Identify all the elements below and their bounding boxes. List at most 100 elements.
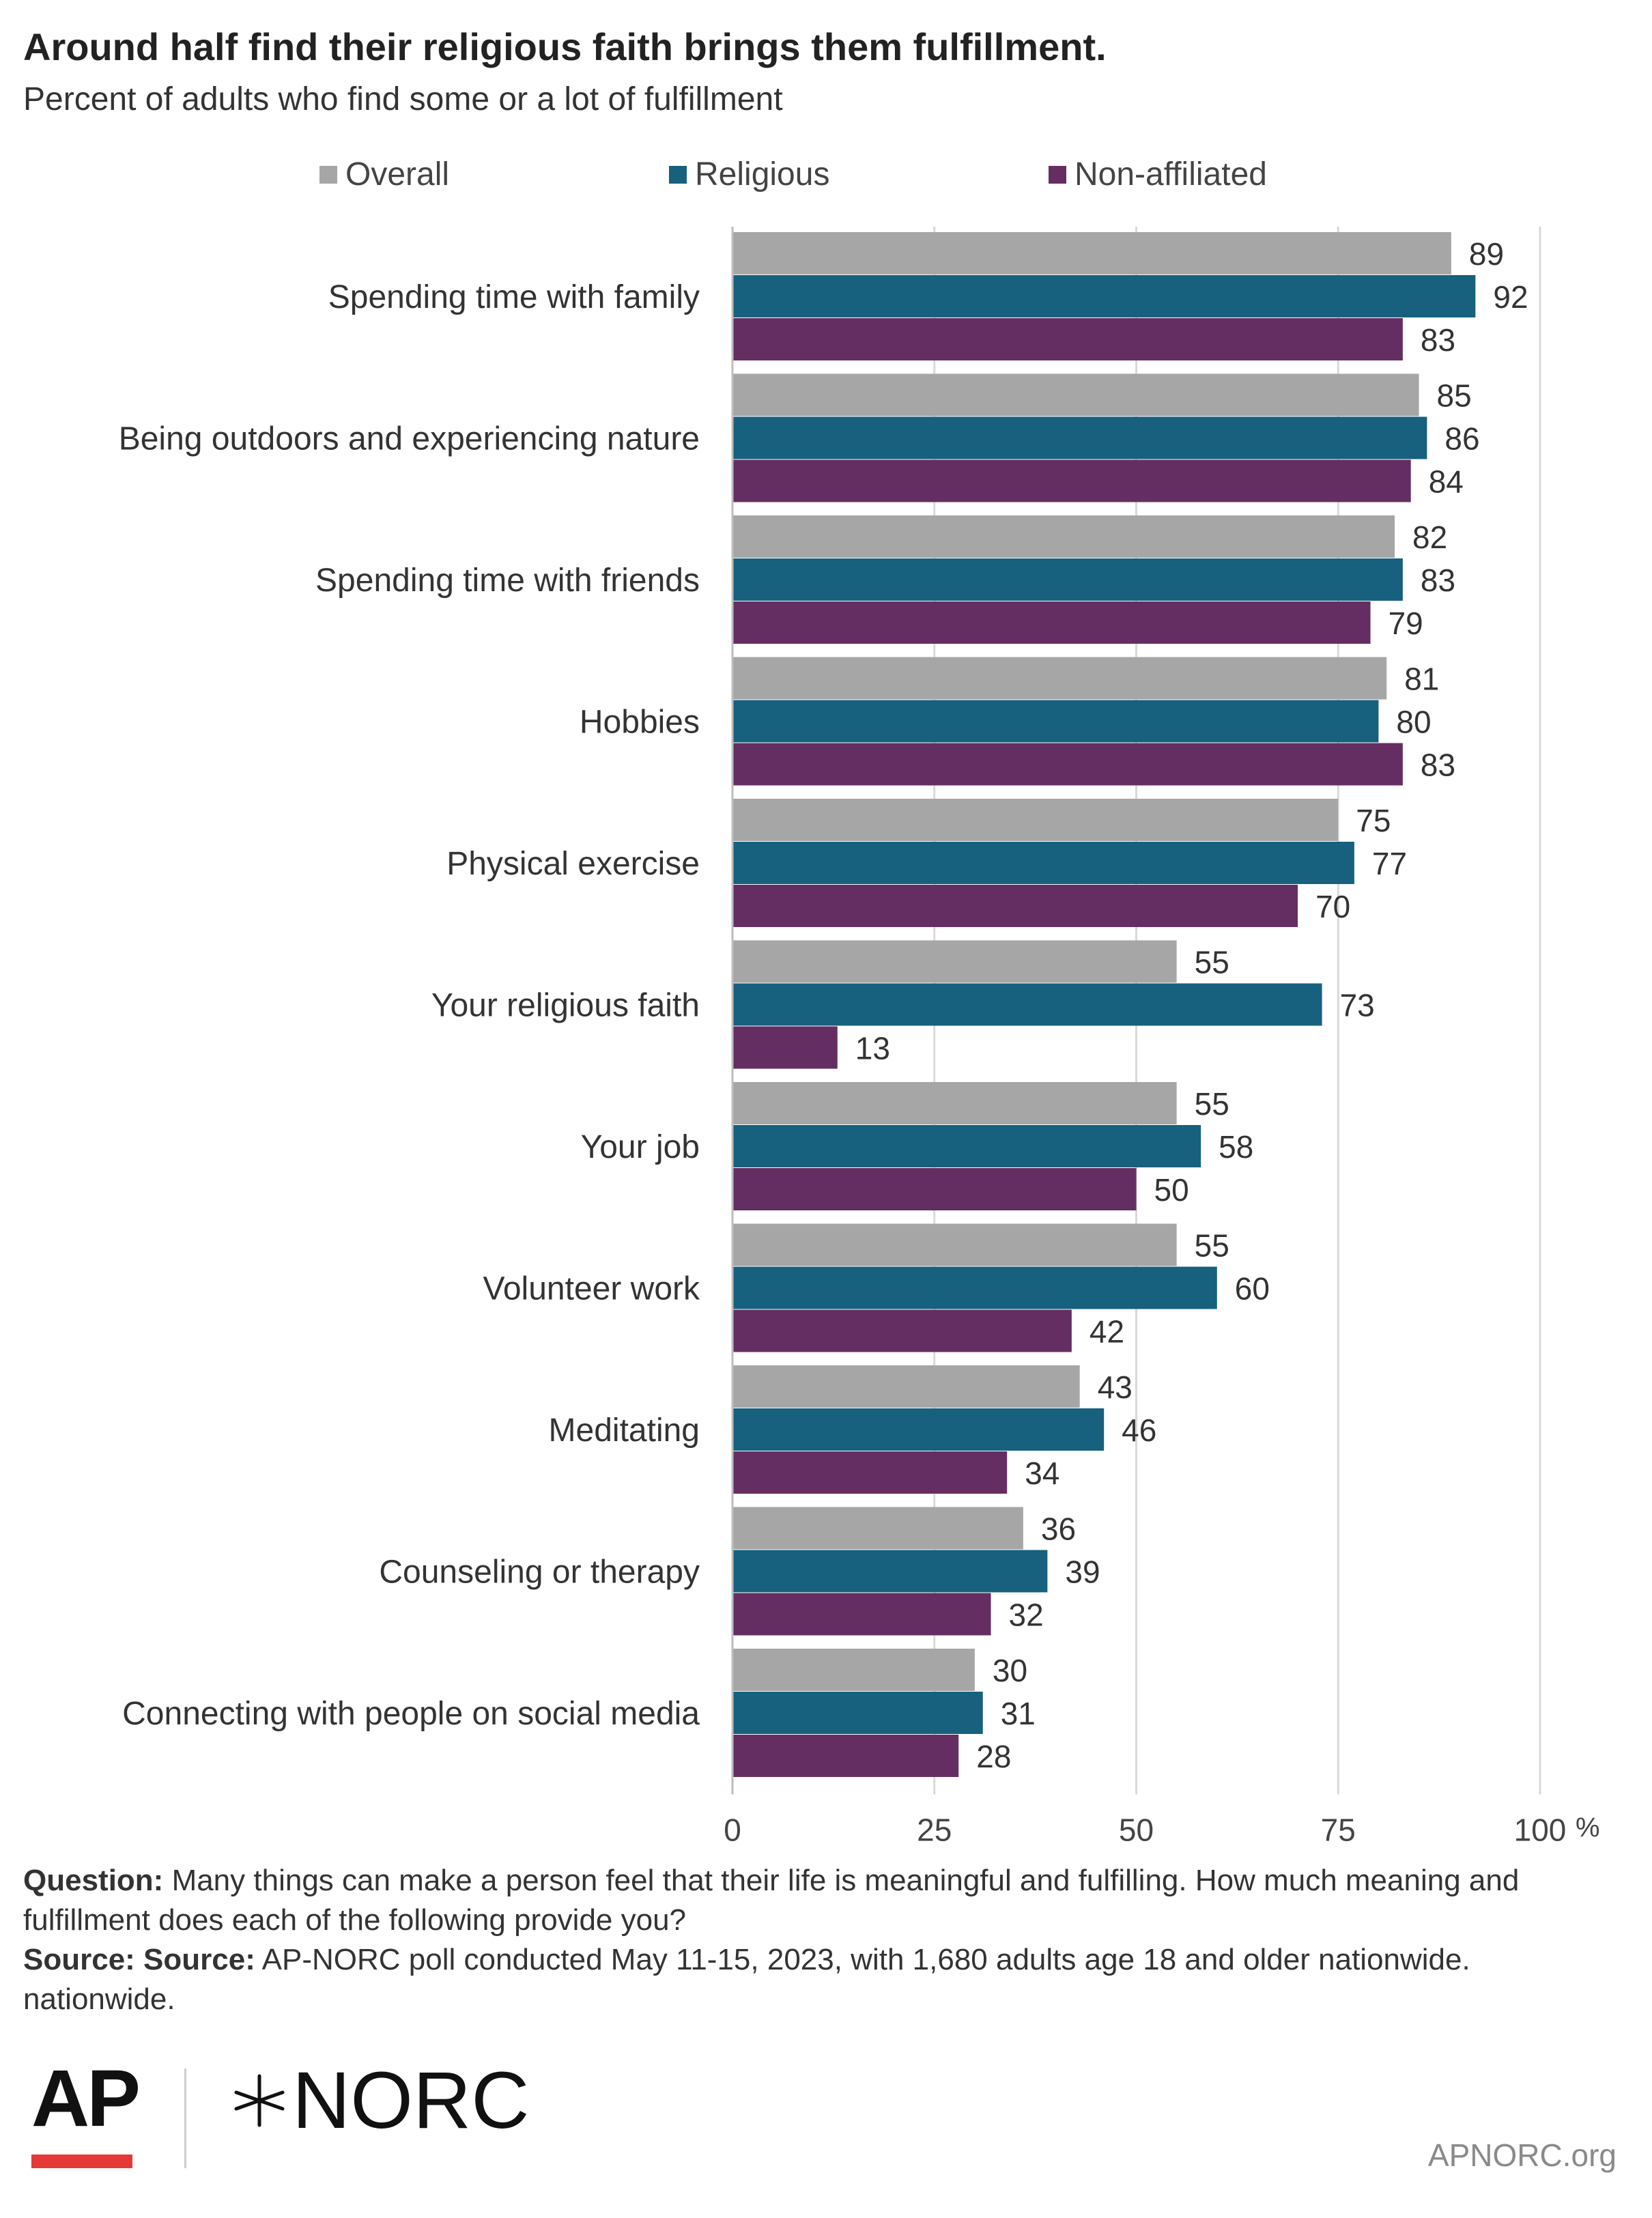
bar (732, 275, 1476, 317)
data-label: 55 (1195, 1228, 1229, 1264)
data-label: 39 (1065, 1554, 1100, 1590)
legend-item-overall: Overall (319, 156, 449, 193)
data-label: 28 (976, 1739, 1011, 1774)
question-text: Many things can make a person feel that … (23, 1864, 1520, 1937)
legend-label-non-affiliated: Non-affiliated (1074, 156, 1267, 193)
bar (732, 1309, 1072, 1352)
category-label: Spending time with friends (315, 563, 700, 599)
bar (732, 1649, 975, 1691)
data-label: 83 (1421, 322, 1455, 358)
bar (732, 983, 1322, 1026)
bar (732, 318, 1403, 360)
bar (732, 1593, 991, 1636)
bar (732, 1125, 1201, 1167)
source-text: AP-NORC poll conducted May 11-15, 2023, … (23, 1943, 1470, 2016)
bar (732, 743, 1403, 786)
category-label: Volunteer work (483, 1271, 700, 1307)
data-label: 32 (1009, 1597, 1044, 1633)
data-label: 77 (1372, 846, 1407, 881)
category-label: Hobbies (580, 705, 700, 741)
bar (732, 1735, 959, 1777)
data-label: 55 (1195, 945, 1229, 980)
x-tick-label: 50 (1119, 1812, 1154, 1848)
bar (732, 1026, 838, 1069)
data-label: 36 (1041, 1511, 1076, 1547)
data-label: 34 (1025, 1455, 1059, 1491)
question-label: Question: (23, 1864, 164, 1897)
legend-swatch-non-affiliated (1049, 165, 1066, 184)
source-label: Source: Source: (23, 1943, 255, 1976)
bar (732, 940, 1177, 983)
bar (732, 842, 1354, 884)
bar (732, 1550, 1048, 1593)
norc-logo: NORC (232, 2060, 529, 2141)
data-label: 31 (1001, 1696, 1036, 1731)
source-note: Source: Source: AP-NORC poll conducted M… (23, 1940, 1627, 2019)
data-label: 83 (1421, 748, 1455, 783)
bar (732, 1365, 1080, 1408)
data-label: 43 (1098, 1369, 1133, 1405)
bar (732, 515, 1395, 558)
data-label: 80 (1396, 705, 1431, 740)
data-label: 55 (1195, 1086, 1229, 1122)
category-label: Your job (581, 1129, 700, 1165)
bar (732, 459, 1411, 502)
chart-legend: Overall Religious Non-affiliated (0, 156, 1652, 203)
legend-swatch-overall (319, 165, 337, 184)
legend-item-non-affiliated: Non-affiliated (1049, 156, 1267, 193)
bar (732, 416, 1427, 459)
bar-chart: 89 92 83 Spending time with family 85 86 84 Bei… (119, 227, 1600, 1848)
bar (732, 885, 1298, 927)
category-label: Connecting with people on social media (122, 1696, 700, 1732)
category-label: Physical exercise (446, 846, 700, 882)
data-label: 82 (1412, 520, 1447, 555)
data-label: 50 (1154, 1172, 1189, 1208)
category-label: Being outdoors and experiencing nature (119, 421, 700, 457)
bar (732, 1082, 1177, 1124)
data-label: 42 (1090, 1314, 1124, 1350)
question-note: Question: Many things can make a person … (23, 1861, 1627, 1940)
bar (732, 1408, 1105, 1451)
category-label: Your religious faith (431, 988, 700, 1024)
bar (732, 1266, 1217, 1309)
bar (732, 657, 1387, 700)
bar (732, 1168, 1137, 1210)
bar (732, 373, 1419, 416)
legend-label-overall: Overall (345, 156, 450, 193)
legend-item-religious: Religious (669, 156, 829, 193)
bar (732, 799, 1339, 841)
bar (732, 1223, 1177, 1266)
data-label: 83 (1421, 563, 1455, 598)
legend-label-religious: Religious (695, 156, 830, 193)
category-label: Meditating (549, 1412, 700, 1449)
data-label: 70 (1315, 889, 1350, 924)
x-tick-label: 75 (1321, 1812, 1356, 1848)
data-label: 89 (1469, 236, 1504, 272)
data-label: 84 (1429, 464, 1464, 500)
bar (732, 558, 1403, 601)
footer-divider (184, 2068, 186, 2168)
bar (732, 1451, 1008, 1494)
data-label: 13 (855, 1031, 890, 1066)
legend-swatch-religious (669, 165, 687, 184)
data-label: 92 (1493, 279, 1528, 315)
norc-star-icon (234, 2074, 285, 2127)
ap-logo: AP (31, 2053, 141, 2144)
data-label: 85 (1437, 378, 1472, 414)
data-label: 81 (1404, 662, 1439, 697)
data-label: 58 (1219, 1129, 1253, 1165)
data-label: 75 (1356, 803, 1391, 838)
category-label: Counseling or therapy (379, 1554, 700, 1591)
data-label: 79 (1388, 606, 1423, 641)
bar (732, 232, 1451, 274)
bar (732, 601, 1371, 644)
x-tick-label: 0 (724, 1812, 741, 1848)
bar (732, 1692, 983, 1734)
data-label: 73 (1340, 988, 1375, 1023)
data-label: 46 (1122, 1412, 1156, 1448)
ap-logo-underline (31, 2155, 132, 2168)
bar (732, 700, 1379, 743)
data-label: 60 (1235, 1271, 1270, 1307)
data-label: 86 (1444, 421, 1479, 457)
chart-title: Around half find their religious faith b… (23, 25, 1107, 68)
